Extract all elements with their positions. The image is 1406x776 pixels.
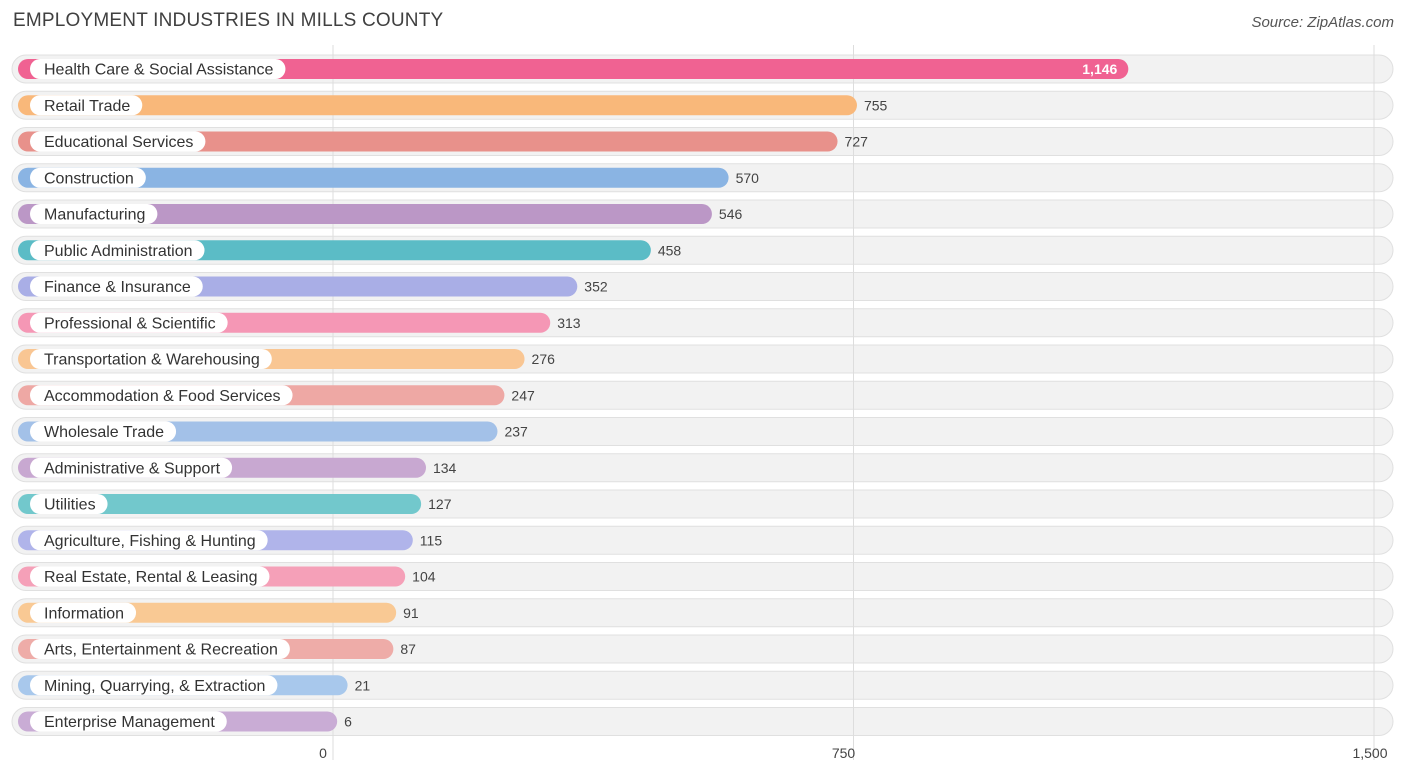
category-label-group: Health Care & Social Assistance: [30, 59, 286, 79]
category-label-pill: [30, 494, 108, 514]
category-label-group: Retail Trade: [30, 95, 143, 116]
category-label-pill: [30, 566, 270, 587]
category-label-pill: [30, 312, 228, 333]
category-label: Utilities: [44, 497, 96, 514]
value-label: 1,146: [1082, 61, 1117, 77]
category-label: Professional & Scientific: [44, 315, 216, 332]
category-label-group: Enterprise Management: [30, 711, 227, 732]
category-label-pill: [30, 711, 227, 732]
category-label-pill: [30, 639, 290, 659]
value-label: 458: [658, 242, 682, 258]
category-label: Wholesale Trade: [44, 424, 164, 441]
category-label: Information: [44, 605, 124, 622]
category-label: Administrative & Support: [44, 460, 221, 477]
category-label-pill: [30, 276, 203, 297]
category-label: Arts, Entertainment & Recreation: [44, 642, 278, 659]
category-label-pill: [30, 240, 205, 261]
category-label-pill: [30, 131, 206, 152]
category-label-group: Real Estate, Rental & Leasing: [30, 566, 270, 587]
value-label: 237: [504, 424, 528, 440]
bar[interactable]: [18, 494, 422, 514]
category-label-group: Transportation & Warehousing: [30, 349, 272, 369]
value-label: 352: [584, 279, 608, 295]
value-label: 276: [532, 351, 556, 367]
category-label: Accommodation & Food Services: [44, 388, 281, 405]
category-label: Transportation & Warehousing: [44, 352, 260, 369]
value-label: 755: [864, 97, 888, 113]
value-label: 115: [420, 532, 443, 548]
chart-title: EMPLOYMENT INDUSTRIES IN MILLS COUNTY: [13, 10, 444, 31]
category-label-pill: [30, 421, 177, 442]
category-label-group: Accommodation & Food Services: [30, 385, 293, 406]
value-label: 727: [845, 134, 869, 150]
category-label-group: Professional & Scientific: [30, 312, 228, 333]
tick-label: 1,500: [1352, 745, 1387, 761]
bars: Health Care & Social Assistance 1,146 Reta…: [18, 59, 1129, 732]
category-label-group: Arts, Entertainment & Recreation: [30, 639, 290, 659]
category-label-pill: [30, 59, 286, 79]
value-label: 134: [433, 460, 457, 476]
category-label-group: Agriculture, Fishing & Hunting: [30, 530, 268, 551]
category-label-group: Public Administration: [30, 240, 205, 261]
category-label: Finance & Insurance: [44, 279, 191, 296]
category-label-group: Administrative & Support: [30, 457, 233, 478]
value-label: 570: [736, 170, 760, 186]
category-label-pill: [30, 95, 143, 116]
value-label: 6: [344, 714, 352, 730]
category-label-pill: [30, 385, 293, 406]
category-label-group: Utilities: [30, 494, 108, 514]
category-label-pill: [30, 204, 158, 224]
value-label: 87: [400, 641, 416, 657]
category-label: Health Care & Social Assistance: [44, 62, 274, 79]
value-label: 21: [355, 677, 371, 693]
category-label-pill: [30, 167, 146, 188]
category-label-group: Finance & Insurance: [30, 276, 203, 297]
category-label: Public Administration: [44, 243, 193, 260]
bar[interactable]: [18, 95, 857, 116]
row-track: [11, 670, 1394, 700]
value-label: 546: [719, 206, 743, 222]
row-track: [11, 707, 1394, 736]
category-label: Manufacturing: [44, 207, 145, 224]
value-label: 127: [428, 496, 452, 512]
category-label-group: Mining, Quarrying, & Extraction: [30, 675, 278, 696]
category-label: Construction: [44, 170, 134, 187]
x-axis: 0 750 1,500: [319, 745, 1388, 761]
category-label: Retail Trade: [44, 98, 130, 115]
tick-label: 750: [832, 745, 856, 761]
category-label-group: Information: [30, 602, 137, 623]
category-label: Real Estate, Rental & Leasing: [44, 569, 257, 586]
tick-label: 0: [319, 745, 327, 761]
category-label-pill: [30, 530, 268, 551]
category-label-pill: [30, 349, 272, 369]
bar[interactable]: [18, 131, 838, 152]
category-label: Mining, Quarrying, & Extraction: [44, 678, 265, 695]
bar[interactable]: [18, 204, 712, 224]
bar[interactable]: [18, 59, 1129, 79]
bar[interactable]: [18, 167, 729, 188]
value-label: 313: [557, 315, 581, 331]
source-label: Source: ZipAtlas.com: [1251, 14, 1394, 31]
category-label-group: Educational Services: [30, 131, 206, 152]
category-label-group: Manufacturing: [30, 204, 158, 224]
category-label-pill: [30, 675, 278, 696]
category-label-pill: [30, 602, 137, 623]
value-label: 91: [403, 605, 419, 621]
category-label: Agriculture, Fishing & Hunting: [44, 533, 256, 550]
category-label: Educational Services: [44, 134, 193, 151]
category-label-group: Wholesale Trade: [30, 421, 177, 442]
value-label: 104: [412, 569, 436, 585]
category-label-pill: [30, 457, 233, 478]
value-label: 247: [511, 387, 535, 403]
category-label-group: Construction: [30, 167, 146, 188]
category-label: Enterprise Management: [44, 714, 215, 731]
